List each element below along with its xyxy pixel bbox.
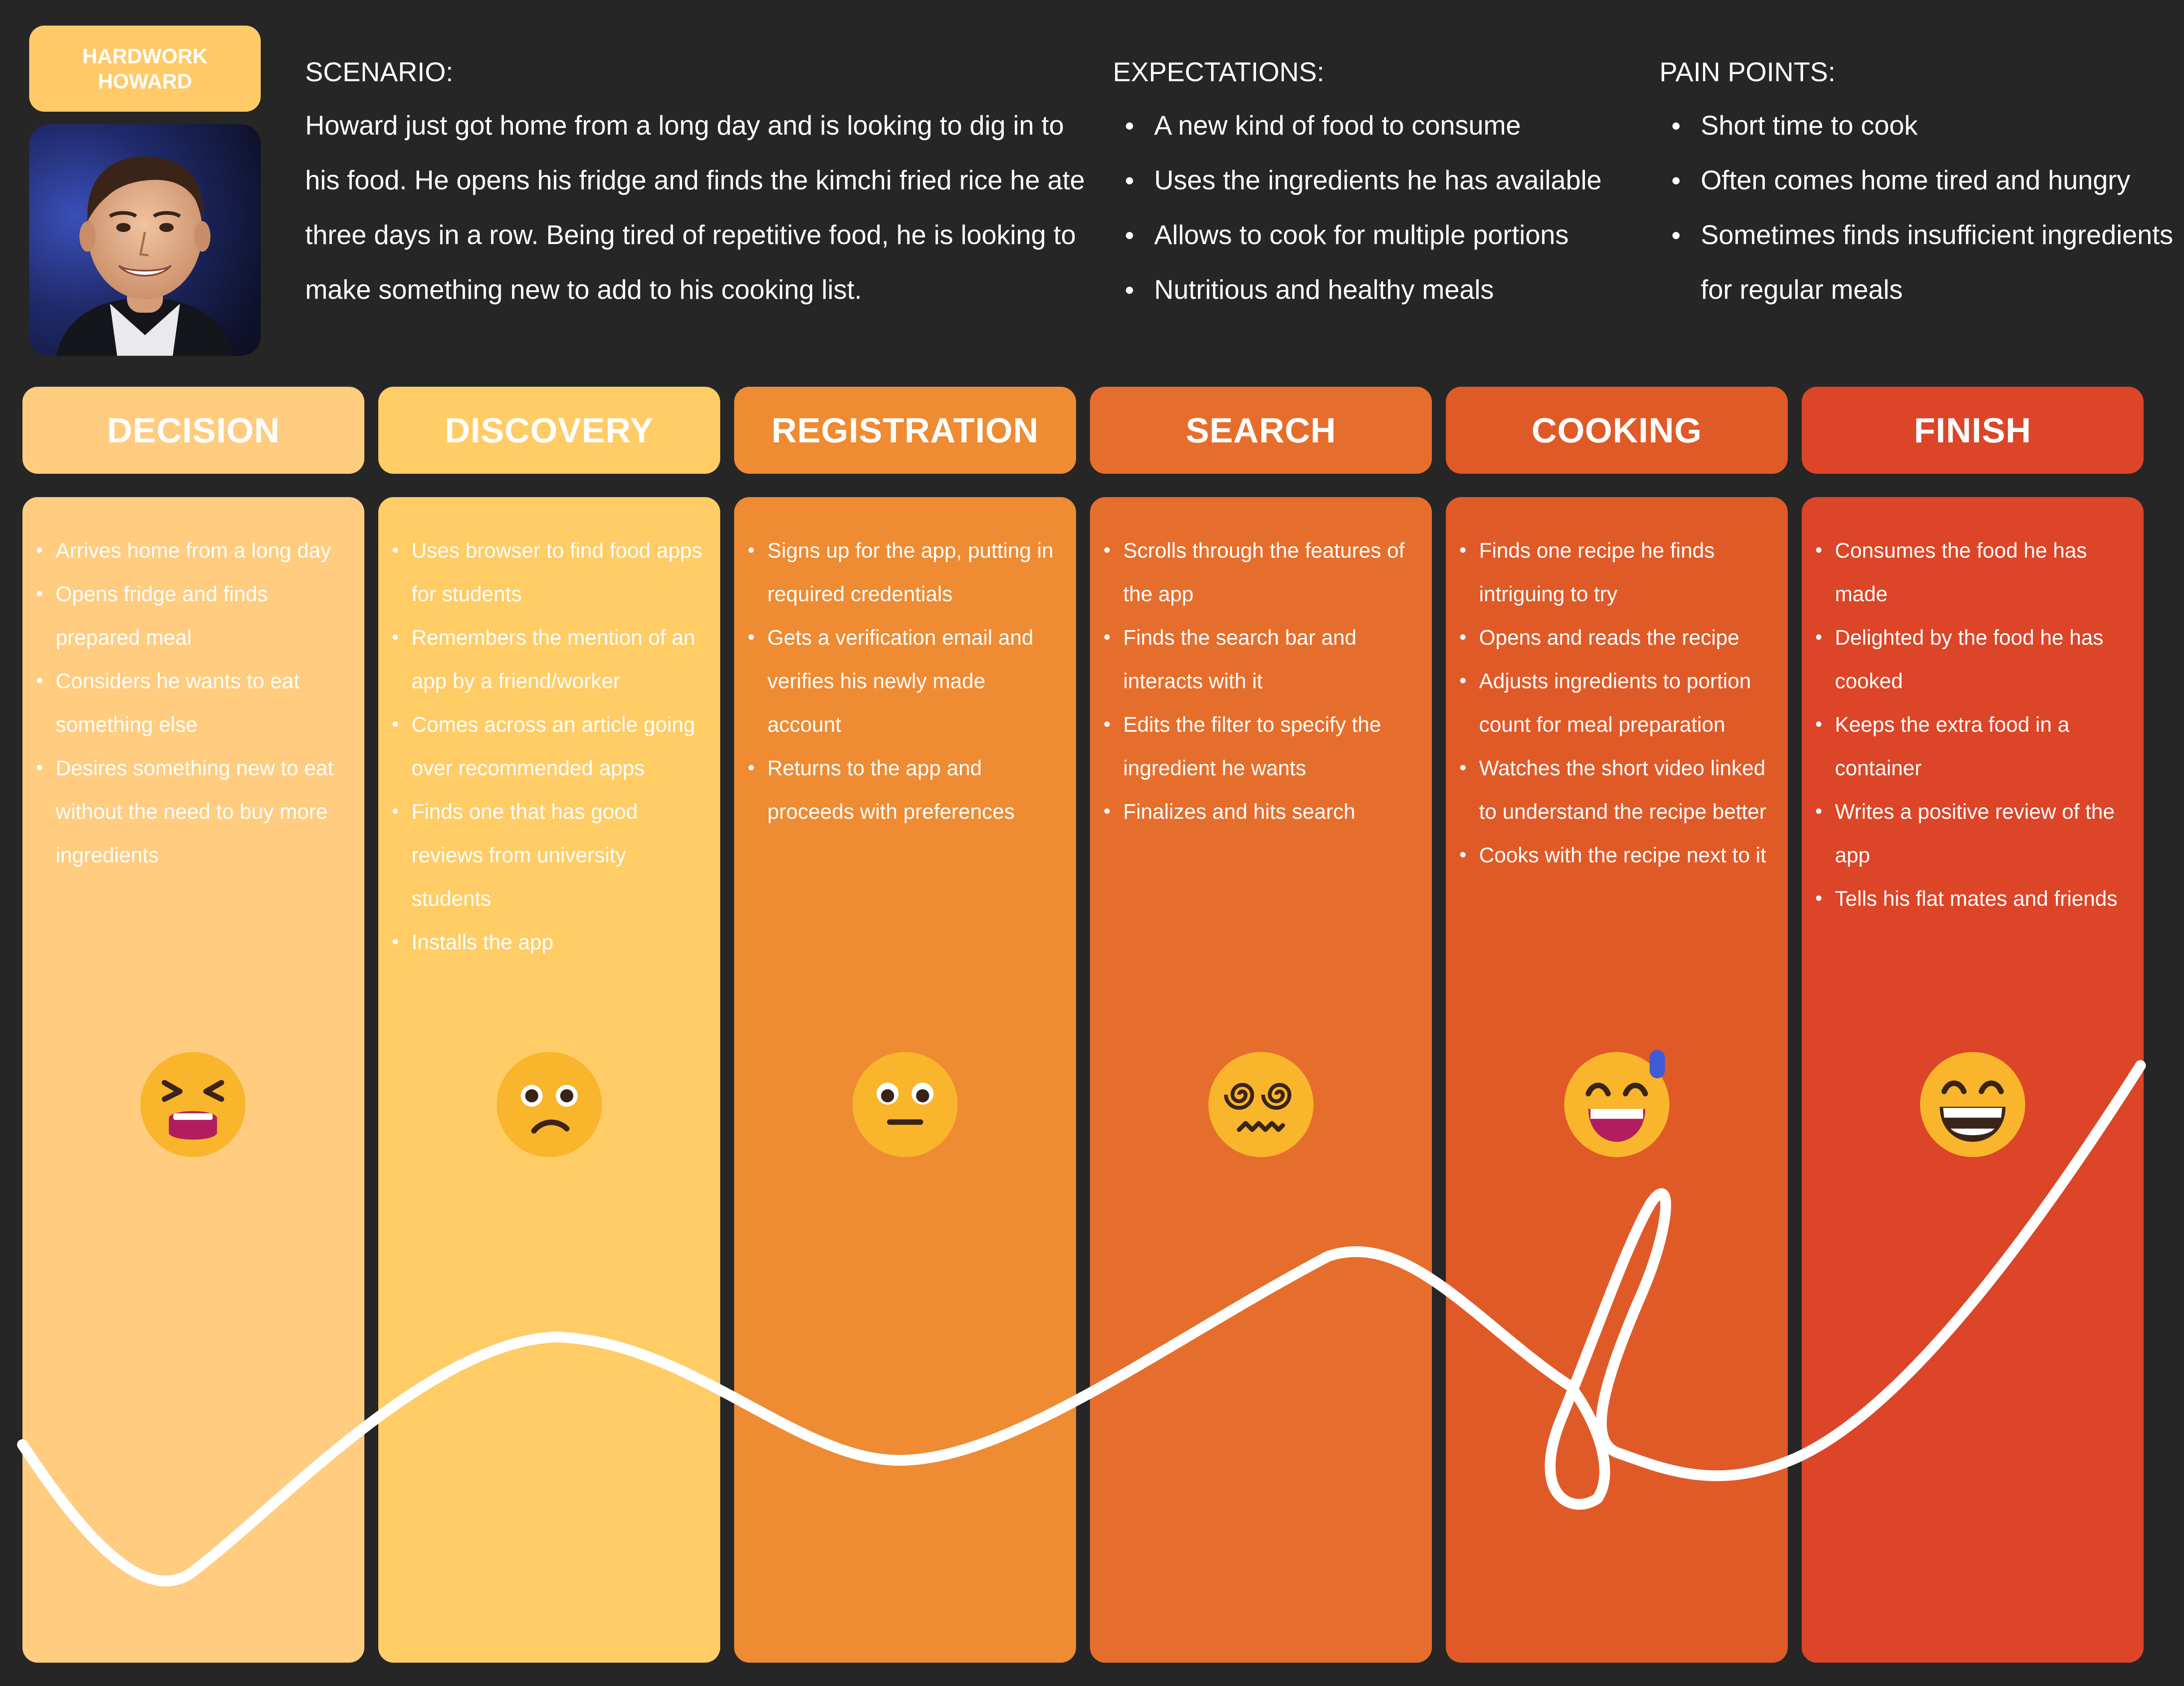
- stage-action-item: Delighted by the food he has cooked: [1802, 616, 2144, 703]
- stage-action-item: Cooks with the recipe next to it: [1446, 833, 1788, 877]
- stage-action-item: Tells his flat mates and friends: [1802, 877, 2144, 920]
- stage-action-item: Gets a verification email and verifies h…: [734, 616, 1076, 746]
- stage-actions-list: Signs up for the app, putting in require…: [734, 529, 1076, 833]
- stage-header-decision: DECISION: [22, 387, 364, 474]
- expectation-item: Allows to cook for multiple portions: [1113, 208, 1660, 262]
- stage-header-cooking: COOKING: [1446, 387, 1788, 474]
- stage-action-item: Adjusts ingredients to portion count for…: [1446, 659, 1788, 746]
- stage-action-item: Consumes the food he has made: [1802, 529, 2144, 616]
- stage-header-discovery: DISCOVERY: [378, 387, 720, 474]
- expectations-list: A new kind of food to consume Uses the i…: [1113, 98, 1660, 317]
- stage-actions-list: Consumes the food he has made Delighted …: [1802, 529, 2144, 920]
- stage-action-item: Scrolls through the features of the app: [1090, 529, 1432, 616]
- scenario-text: Howard just got home from a long day and…: [305, 110, 1085, 305]
- stage-action-item: Finds the search bar and interacts with …: [1090, 616, 1432, 703]
- scenario-title: SCENARIO:: [305, 57, 454, 87]
- persona-name-line2: HOWARD: [98, 70, 192, 93]
- pain-points-title: PAIN POINTS:: [1659, 57, 1836, 87]
- grinning-sweat-face-icon: [1564, 1050, 1670, 1157]
- neutral-face-icon: [852, 1052, 958, 1157]
- stage-action-item: Installs the app: [378, 920, 720, 964]
- stage-action-item: Keeps the extra food in a container: [1802, 703, 2144, 790]
- avatar: [29, 124, 261, 356]
- beaming-face-icon: [1920, 1052, 2026, 1157]
- stage-action-item: Opens and reads the recipe: [1446, 616, 1788, 659]
- tired-face-icon: [140, 1052, 246, 1157]
- pain-points-list: Short time to cook Often comes home tire…: [1659, 98, 2180, 317]
- stage-action-item: Finds one that has good reviews from uni…: [378, 790, 720, 920]
- stage-action-item: Signs up for the app, putting in require…: [734, 529, 1076, 616]
- stage-header-registration: REGISTRATION: [734, 387, 1076, 474]
- pain-point-item: Short time to cook: [1659, 98, 2180, 153]
- persona-photo-icon: [29, 124, 261, 356]
- expectation-item: Nutritious and healthy meals: [1113, 262, 1660, 317]
- stage-action-item: Edits the filter to specify the ingredie…: [1090, 703, 1432, 790]
- stage-action-item: Uses browser to find food apps for stude…: [378, 529, 720, 616]
- stage-action-item: Finds one recipe he finds intriguing to …: [1446, 529, 1788, 616]
- dizzy-face-icon: [1208, 1052, 1314, 1157]
- pain-point-item: Sometimes finds insufficient ingredients…: [1659, 208, 2180, 317]
- stage-actions-list: Uses browser to find food apps for stude…: [378, 529, 720, 964]
- stage-header-finish: FINISH: [1802, 387, 2144, 474]
- expectations-title: EXPECTATIONS:: [1113, 57, 1325, 87]
- pain-point-item: Often comes home tired and hungry: [1659, 153, 2180, 208]
- stage-action-item: Comes across an article going over recom…: [378, 703, 720, 790]
- stage-action-item: Returns to the app and proceeds with pre…: [734, 746, 1076, 833]
- stage-action-item: Watches the short video linked to unders…: [1446, 746, 1788, 833]
- stage-header-search: SEARCH: [1090, 387, 1432, 474]
- confused-face-icon: [496, 1052, 602, 1157]
- stage-action-item: Considers he wants to eat something else: [22, 659, 364, 746]
- stage-action-item: Writes a positive review of the app: [1802, 790, 2144, 877]
- stage-actions-list: Arrives home from a long day Opens fridg…: [22, 529, 364, 877]
- stage-action-item: Opens fridge and finds prepared meal: [22, 572, 364, 659]
- persona-name-badge: HARDWORK HOWARD: [29, 26, 261, 112]
- stage-action-item: Arrives home from a long day: [22, 529, 364, 572]
- stage-actions-list: Scrolls through the features of the app …: [1090, 529, 1432, 833]
- persona-name-line1: HARDWORK: [82, 44, 208, 68]
- stage-action-item: Remembers the mention of an app by a fri…: [378, 616, 720, 703]
- stage-actions-list: Finds one recipe he finds intriguing to …: [1446, 529, 1788, 877]
- expectation-item: Uses the ingredients he has available: [1113, 153, 1660, 208]
- expectation-item: A new kind of food to consume: [1113, 98, 1660, 153]
- stage-action-item: Desires something new to eat without the…: [22, 746, 364, 877]
- stage-action-item: Finalizes and hits search: [1090, 790, 1432, 833]
